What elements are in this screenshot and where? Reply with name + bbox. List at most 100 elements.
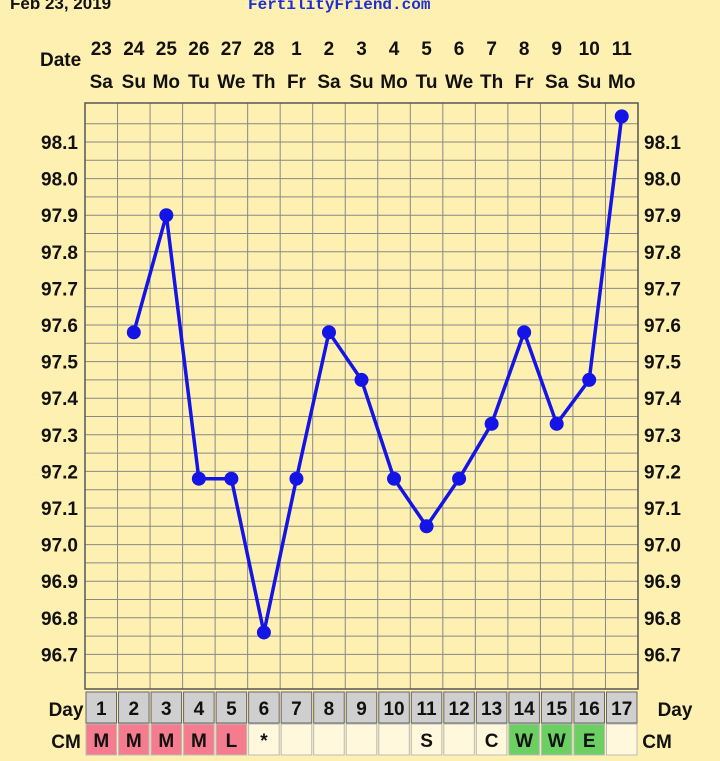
temperature-point[interactable] (224, 471, 239, 486)
day-number: 12 (449, 699, 470, 720)
cm-value: C (485, 731, 499, 752)
day-number: 4 (194, 699, 205, 720)
y-tick-label-left: 97.7 (41, 279, 78, 300)
y-tick-label-right: 97.9 (644, 206, 681, 227)
date-tick-label: 6 (454, 39, 465, 60)
date-tick-label: 4 (389, 39, 400, 60)
day-cell (605, 691, 638, 724)
cm-cell (150, 723, 183, 756)
day-cell (215, 691, 248, 724)
temperature-point[interactable] (452, 471, 467, 486)
cm-cell (443, 723, 475, 756)
y-tick-label-right: 98.0 (644, 170, 681, 191)
day-cell (248, 691, 280, 724)
day-number: 17 (611, 699, 632, 720)
y-tick-label-right: 97.4 (644, 389, 681, 410)
y-tick-label-left: 96.8 (41, 609, 78, 630)
day-cell (150, 691, 183, 724)
temperature-point[interactable] (191, 471, 206, 486)
y-tick-label-right: 96.8 (644, 609, 681, 630)
y-tick-label-right: 97.5 (644, 353, 681, 374)
temperature-point[interactable] (321, 325, 336, 340)
day-cell (85, 691, 118, 724)
cm-value: M (158, 731, 174, 752)
cm-cell (85, 723, 118, 756)
day-cell (573, 691, 605, 724)
y-tick-label-left: 96.7 (41, 645, 78, 666)
day-number: 10 (383, 699, 404, 720)
temperature-point[interactable] (549, 416, 564, 431)
y-tick-label-left: 97.8 (41, 243, 78, 264)
cm-cell (313, 723, 345, 756)
weekday-tick-label: Sa (90, 72, 114, 93)
temperature-point[interactable] (582, 372, 597, 387)
weekday-tick-label: Th (252, 72, 275, 93)
y-tick-label-left: 96.9 (41, 572, 78, 593)
y-tick-label-right: 96.9 (644, 572, 681, 593)
weekday-tick-label: Mo (380, 72, 407, 93)
y-tick-label-left: 97.1 (41, 499, 78, 520)
temperature-point[interactable] (419, 519, 434, 534)
day-cell (410, 691, 443, 724)
cm-cell (118, 723, 150, 756)
cm-cell (280, 723, 313, 756)
temperature-point[interactable] (159, 208, 174, 223)
date-tick-label: 8 (519, 39, 530, 60)
temperature-point[interactable] (289, 471, 304, 486)
temperature-point[interactable] (354, 372, 369, 387)
cm-cell (540, 723, 573, 756)
day-cell (443, 691, 475, 724)
temperature-point[interactable] (614, 109, 629, 124)
date-axis-label: Date (40, 50, 81, 71)
start-date: Feb 23, 2019 (10, 0, 111, 13)
date-tick-label: 1 (291, 39, 302, 60)
y-tick-label-right: 97.3 (644, 426, 681, 447)
day-cell (378, 691, 410, 724)
cm-cell (410, 723, 443, 756)
cm-value: L (226, 731, 238, 752)
date-tick-label: 28 (253, 39, 274, 60)
date-tick-label: 11 (612, 39, 633, 60)
y-tick-label-left: 97.9 (41, 206, 78, 227)
day-number: 11 (417, 699, 438, 720)
day-cell (313, 691, 345, 724)
cm-value: M (191, 731, 207, 752)
date-tick-label: 23 (91, 39, 112, 60)
y-tick-label-left: 97.3 (41, 426, 78, 447)
day-cell (280, 691, 313, 724)
weekday-tick-label: We (445, 72, 473, 93)
temperature-point[interactable] (517, 325, 532, 340)
temperature-point[interactable] (387, 471, 402, 486)
temperature-line (132, 116, 624, 635)
day-number: 15 (546, 699, 568, 720)
y-tick-label-right: 97.2 (644, 462, 681, 483)
temperature-point[interactable] (256, 625, 271, 640)
y-tick-label-right: 97.6 (644, 316, 681, 337)
day-cell (508, 691, 540, 724)
day-number: 5 (226, 699, 237, 720)
y-tick-label-right: 98.1 (644, 133, 681, 154)
cm-value: E (583, 731, 596, 752)
temperature-point[interactable] (126, 325, 141, 340)
weekday-tick-label: Su (577, 72, 601, 93)
site-name[interactable]: FertilityFriend.com (248, 0, 431, 14)
day-cell (540, 691, 573, 724)
day-cell (475, 691, 508, 724)
day-number: 7 (291, 699, 302, 720)
weekday-tick-label: Fr (287, 72, 307, 93)
cm-value: S (420, 731, 433, 752)
plot-border (84, 102, 639, 690)
weekday-tick-label: Mo (608, 72, 635, 93)
temperature-point[interactable] (484, 416, 499, 431)
y-tick-label-left: 97.6 (41, 316, 78, 337)
date-tick-label: 25 (156, 39, 178, 60)
y-tick-label-left: 97.0 (41, 536, 78, 557)
day-row-label-right: Day (658, 700, 693, 721)
weekday-tick-label: Sa (545, 72, 569, 93)
weekday-tick-label: Tu (416, 72, 438, 93)
cm-cell (183, 723, 215, 756)
day-number: 13 (481, 699, 502, 720)
date-tick-label: 3 (356, 39, 367, 60)
day-number: 16 (579, 699, 600, 720)
